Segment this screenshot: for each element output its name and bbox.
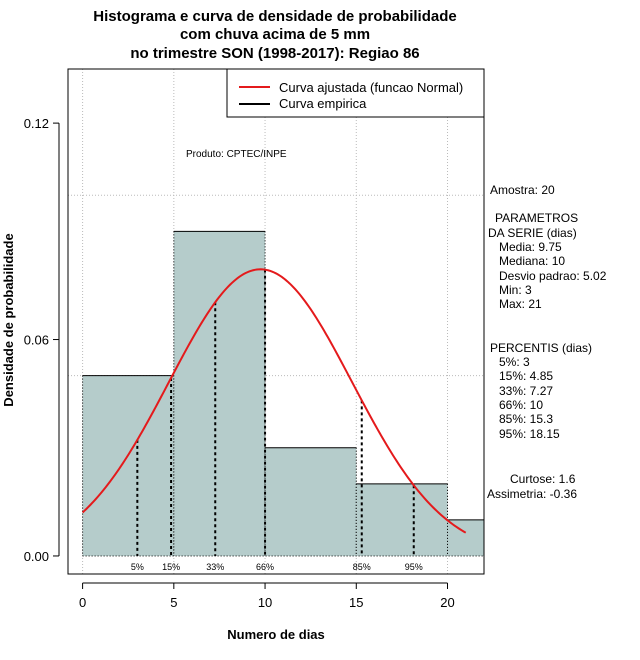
chart-title-line-3: no trimestre SON (1998-2017): Regiao 86 bbox=[130, 45, 419, 62]
stat-p5: 5%: 3 bbox=[499, 355, 530, 369]
stat-media: Media: 9.75 bbox=[499, 240, 562, 254]
histogram-bar-1 bbox=[173, 231, 266, 556]
percentile-label-1: 15% bbox=[162, 562, 180, 572]
x-tick-label-3: 15 bbox=[349, 595, 363, 610]
stat-curtose: Curtose: 1.6 bbox=[510, 472, 576, 486]
y-tick-label-2: 0.12 bbox=[24, 116, 49, 131]
x-tick-label-2: 10 bbox=[258, 595, 272, 610]
stat-parametros-title-2: DA SERIE (dias) bbox=[488, 226, 577, 240]
normal-curve bbox=[81, 268, 467, 534]
legend-label-fitted: Curva ajustada (funcao Normal) bbox=[279, 80, 463, 95]
stat-desvio: Desvio padrao: 5.02 bbox=[499, 269, 607, 283]
chart-title-line-2: com chuva acima de 5 mm bbox=[180, 26, 370, 43]
stat-p33: 33%: 7.27 bbox=[499, 384, 553, 398]
x-tick-label-1: 5 bbox=[170, 595, 177, 610]
percentile-label-3: 66% bbox=[256, 562, 274, 572]
stat-amostra: Amostra: 20 bbox=[490, 183, 555, 197]
stat-mediana: Mediana: 10 bbox=[499, 254, 565, 268]
stat-assimetria: Assimetria: -0.36 bbox=[487, 487, 577, 501]
axes: 0 5 10 15 20 0.00 0.06 0.12 bbox=[24, 116, 455, 610]
stat-p85: 85%: 15.3 bbox=[499, 412, 553, 426]
percentile-label-0: 5% bbox=[131, 562, 144, 572]
legend-label-empirical: Curva empirica bbox=[279, 96, 367, 111]
histogram-bar-0 bbox=[82, 375, 174, 556]
x-tick-label-0: 0 bbox=[79, 595, 86, 610]
percentile-label-2: 33% bbox=[206, 562, 224, 572]
legend: Curva ajustada (funcao Normal) Curva emp… bbox=[226, 68, 485, 118]
legend-box bbox=[226, 68, 485, 118]
stat-max: Max: 21 bbox=[499, 297, 542, 311]
x-axis-label: Numero de dias bbox=[227, 627, 325, 642]
percentile-label-5: 95% bbox=[405, 562, 423, 572]
histogram-bar-3 bbox=[356, 483, 448, 556]
normal-curve-layer bbox=[81, 268, 467, 534]
chart-title-line-1: Histograma e curva de densidade de proba… bbox=[93, 8, 456, 25]
stats-panel: Amostra: 20 PARAMETROS DA SERIE (dias) M… bbox=[487, 183, 607, 501]
y-tick-label-1: 0.06 bbox=[24, 333, 49, 348]
stat-p95: 95%: 18.15 bbox=[499, 427, 560, 441]
stat-parametros-title-1: PARAMETROS bbox=[495, 211, 578, 225]
percentile-label-4: 85% bbox=[353, 562, 371, 572]
stat-p66: 66%: 10 bbox=[499, 398, 543, 412]
histogram-bar-2 bbox=[265, 447, 357, 556]
y-tick-label-0: 0.00 bbox=[24, 549, 49, 564]
percentile-lines: 5% 15% 33% 66% 85% 95% bbox=[131, 269, 423, 572]
x-tick-label-4: 20 bbox=[440, 595, 454, 610]
stat-percentis-title: PERCENTIS (dias) bbox=[490, 341, 592, 355]
stat-p15: 15%: 4.85 bbox=[499, 369, 553, 383]
histogram-bars bbox=[82, 230, 485, 557]
stat-min: Min: 3 bbox=[499, 283, 532, 297]
producer-note: Produto: CPTEC/INPE bbox=[186, 149, 287, 160]
y-axis-label: Densidade de probabilidade bbox=[1, 233, 16, 406]
